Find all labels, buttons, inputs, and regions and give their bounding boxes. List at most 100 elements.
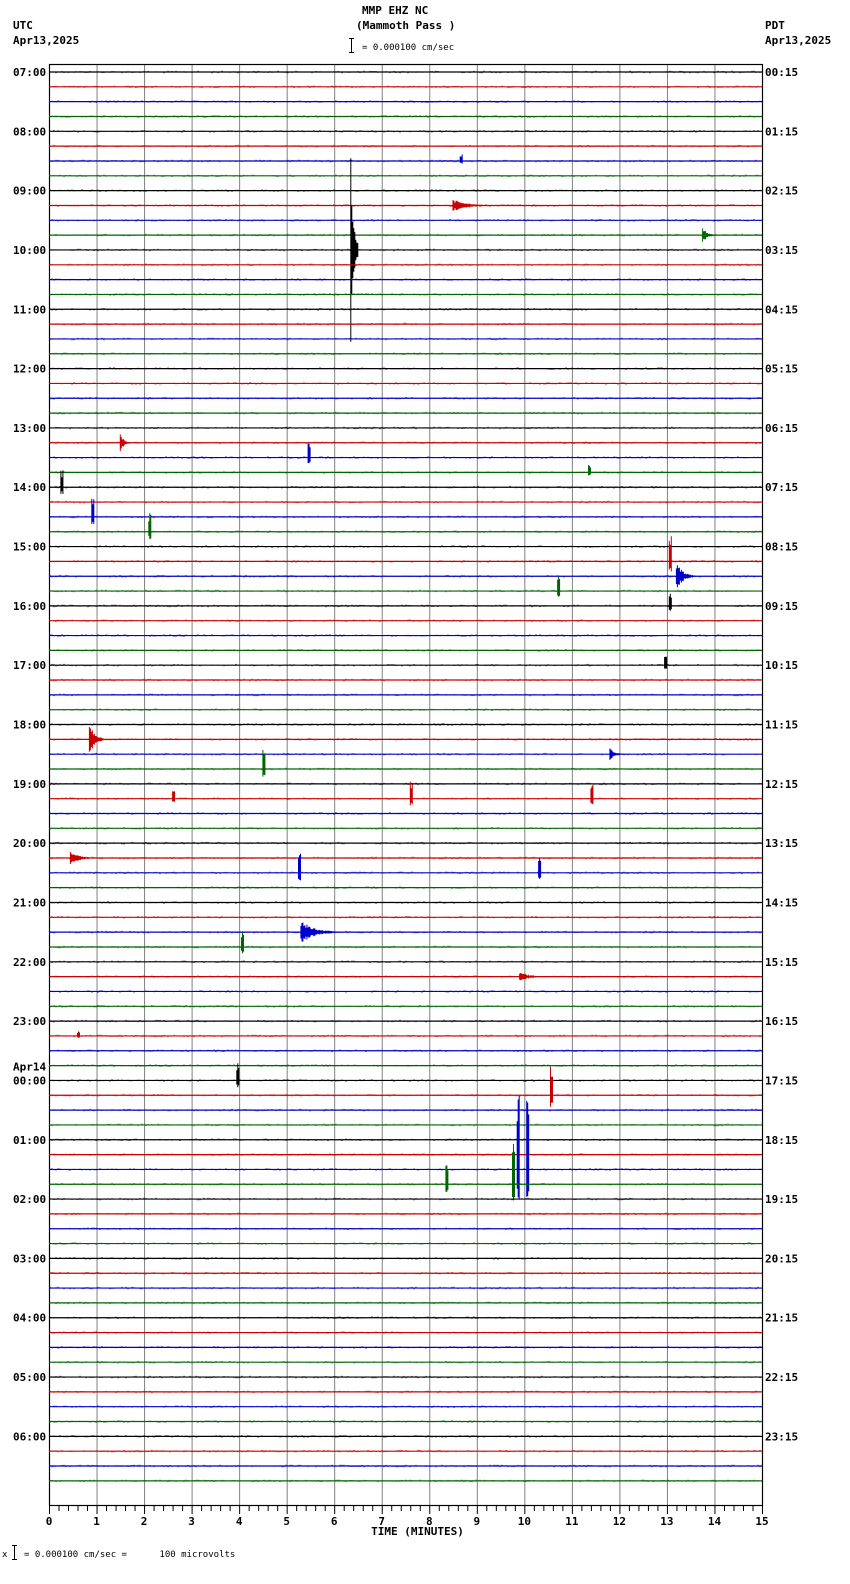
pdt-hour-label: 21:15 (765, 1312, 798, 1325)
utc-hour-label: 07:00 (13, 66, 46, 79)
right-date: Apr13,2025 (765, 34, 832, 47)
trace-row (49, 1390, 761, 1394)
trace-row (49, 852, 761, 864)
trace-row (51, 901, 759, 904)
footer-scale-bar-icon (12, 1545, 17, 1560)
trace-row (49, 1405, 761, 1408)
trace-row (49, 812, 761, 815)
trace-row (49, 693, 761, 697)
pdt-hour-label: 22:15 (765, 1371, 798, 1384)
x-tick-label: 5 (283, 1515, 290, 1528)
x-tick-label: 6 (331, 1515, 338, 1528)
trace-row (49, 678, 761, 682)
trace-row (49, 174, 761, 178)
utc-hour-label: 09:00 (13, 185, 46, 198)
x-tick-label: 9 (473, 1515, 480, 1528)
utc-hour-label: 21:00 (13, 896, 46, 909)
right-timezone: PDT (765, 19, 785, 32)
x-tick-label: 3 (188, 1515, 195, 1528)
utc-hour-label: 13:00 (13, 422, 46, 435)
trace-row (49, 634, 761, 637)
trace-row (51, 367, 761, 370)
pdt-hour-label: 10:15 (765, 659, 798, 672)
trace-row (49, 536, 761, 572)
pdt-hour-label: 20:15 (765, 1252, 798, 1265)
trace-row (49, 1095, 761, 1199)
pdt-hour-label: 05:15 (765, 363, 798, 376)
trace-row (53, 200, 759, 211)
trace-row (49, 727, 759, 752)
x-tick-label: 4 (236, 1515, 243, 1528)
utc-hour-label: 06:00 (13, 1430, 46, 1443)
plot-frame (48, 63, 764, 1507)
trace-row (51, 219, 761, 222)
utc-hour-label: 22:00 (13, 956, 46, 969)
x-tick-label: 15 (755, 1515, 768, 1528)
x-tick-label: 11 (565, 1515, 579, 1528)
scale-bar-icon (349, 38, 354, 53)
utc-hour-label: 08:00 (13, 125, 46, 138)
trace-row (49, 1420, 761, 1423)
trace-row (51, 434, 761, 451)
x-tick-label: 0 (46, 1515, 53, 1528)
pdt-hour-label: 12:15 (765, 778, 798, 791)
pdt-hour-label: 13:15 (765, 837, 798, 850)
x-tick-label: 10 (518, 1515, 531, 1528)
trace-row (49, 465, 761, 476)
trace-row (55, 228, 761, 242)
trace-row (49, 1227, 761, 1230)
trace-row (49, 154, 757, 164)
trace-row (49, 1197, 759, 1201)
trace-row (49, 500, 761, 504)
trace-row (51, 781, 759, 806)
trace-row (49, 708, 761, 711)
trace-row (49, 1271, 757, 1275)
x-tick-label: 8 (426, 1515, 433, 1528)
utc-hour-label: 03:00 (13, 1252, 46, 1265)
trace-row (49, 1464, 761, 1468)
trace-row (49, 931, 755, 954)
trace-row (51, 916, 759, 919)
trace-row (49, 1301, 761, 1305)
station-title: MMP EHZ NC (362, 4, 429, 17)
utc-hour-label: 17:00 (13, 659, 46, 672)
trace-row (49, 750, 761, 777)
left-timezone: UTC (13, 19, 33, 32)
utc-hour-label: 20:00 (13, 837, 46, 850)
trace-row (51, 85, 759, 89)
trace-row (51, 411, 761, 415)
utc-hour-label: 02:00 (13, 1193, 46, 1206)
trace-row (51, 1153, 759, 1156)
trace-row (51, 1019, 761, 1023)
pdt-hour-label: 01:15 (765, 125, 798, 138)
date-change-label: Apr14 (13, 1060, 46, 1073)
utc-hour-label: 01:00 (13, 1134, 46, 1147)
trace-row (53, 352, 761, 356)
pdt-hour-label: 18:15 (765, 1134, 798, 1147)
trace-row (49, 1316, 761, 1319)
trace-row (49, 748, 759, 760)
trace-row (49, 565, 759, 588)
x-tick-label: 1 (93, 1515, 100, 1528)
trace-row (49, 853, 759, 881)
trace-row (51, 100, 761, 103)
pdt-hour-label: 08:15 (765, 541, 798, 554)
trace-row (49, 382, 761, 385)
trace-row (49, 293, 761, 296)
trace-row (49, 443, 761, 464)
trace-row (49, 1479, 759, 1483)
pdt-hour-label: 17:15 (765, 1074, 798, 1087)
pdt-hour-label: 19:15 (765, 1193, 798, 1206)
trace-row (49, 782, 761, 786)
pdt-hour-label: 02:15 (765, 185, 798, 198)
utc-hour-label: 15:00 (13, 541, 46, 554)
trace-row (51, 1138, 761, 1142)
trace-row (49, 263, 761, 267)
trace-row (49, 1257, 761, 1260)
trace-row (49, 322, 761, 326)
trace-row (49, 973, 761, 981)
utc-hour-label: 16:00 (13, 600, 46, 613)
x-tick-label: 2 (141, 1515, 148, 1528)
